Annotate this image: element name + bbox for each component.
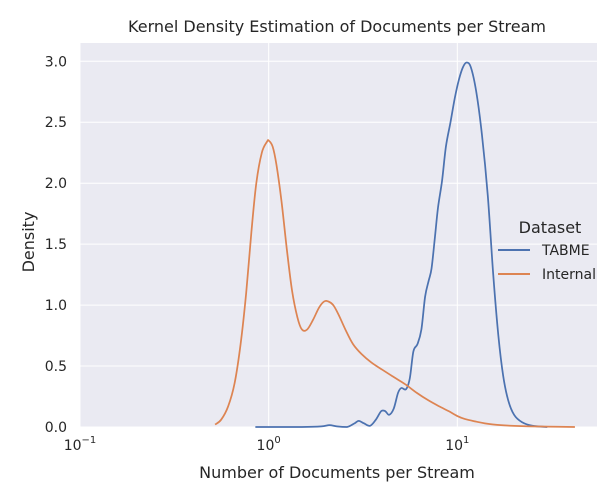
x-tick-label: 101 bbox=[445, 435, 469, 454]
series-line-internal bbox=[214, 139, 575, 428]
y-axis-label: Density bbox=[19, 212, 38, 273]
y-tick-label: 3.0 bbox=[45, 54, 67, 70]
legend-label-internal: Internal bbox=[542, 267, 596, 283]
series-layer bbox=[214, 61, 575, 428]
chart-title: Kernel Density Estimation of Documents p… bbox=[128, 17, 546, 36]
y-tick-label: 1.0 bbox=[45, 298, 67, 314]
series-line-tabme bbox=[255, 61, 548, 428]
plot-background bbox=[80, 43, 597, 427]
legend-title: Dataset bbox=[519, 218, 582, 237]
y-tick-labels: 0.0 0.5 1.0 1.5 2.0 2.5 3.0 bbox=[45, 54, 67, 436]
legend-label-tabme: TABME bbox=[541, 243, 590, 259]
legend: Dataset TABME Internal bbox=[498, 218, 596, 283]
y-tick-label: 0.5 bbox=[45, 359, 67, 375]
y-tick-label: 2.0 bbox=[45, 176, 67, 192]
y-tick-label: 2.5 bbox=[45, 115, 67, 131]
x-tick-label: 10−1 bbox=[64, 435, 97, 454]
y-tick-label: 1.5 bbox=[45, 237, 67, 253]
x-axis-label: Number of Documents per Stream bbox=[199, 463, 475, 482]
x-tick-label: 100 bbox=[257, 435, 281, 454]
x-tick-labels: 10−1 100 101 bbox=[64, 435, 470, 454]
grid-lines bbox=[79, 43, 597, 428]
y-tick-label: 0.0 bbox=[45, 420, 67, 436]
